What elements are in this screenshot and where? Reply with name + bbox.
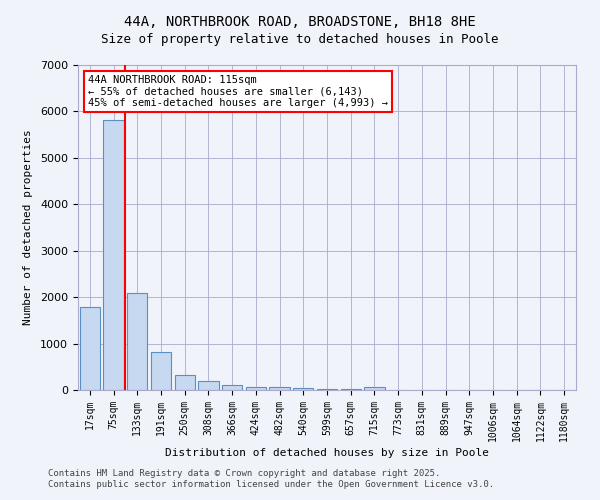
Bar bbox=[80, 308, 100, 390]
Text: Size of property relative to detached houses in Poole: Size of property relative to detached ho… bbox=[101, 32, 499, 46]
Bar bbox=[103, 120, 124, 390]
Bar bbox=[246, 386, 266, 390]
Text: Contains public sector information licensed under the Open Government Licence v3: Contains public sector information licen… bbox=[48, 480, 494, 489]
Bar bbox=[151, 352, 171, 390]
Bar bbox=[199, 382, 218, 390]
Text: 44A, NORTHBROOK ROAD, BROADSTONE, BH18 8HE: 44A, NORTHBROOK ROAD, BROADSTONE, BH18 8… bbox=[124, 15, 476, 29]
Bar bbox=[317, 389, 337, 390]
Bar bbox=[127, 294, 148, 390]
Bar bbox=[293, 388, 313, 390]
Bar bbox=[364, 387, 385, 390]
Bar bbox=[175, 374, 195, 390]
Bar bbox=[269, 388, 290, 390]
Bar bbox=[222, 385, 242, 390]
X-axis label: Distribution of detached houses by size in Poole: Distribution of detached houses by size … bbox=[165, 448, 489, 458]
Text: Contains HM Land Registry data © Crown copyright and database right 2025.: Contains HM Land Registry data © Crown c… bbox=[48, 468, 440, 477]
Y-axis label: Number of detached properties: Number of detached properties bbox=[23, 130, 33, 326]
Text: 44A NORTHBROOK ROAD: 115sqm
← 55% of detached houses are smaller (6,143)
45% of : 44A NORTHBROOK ROAD: 115sqm ← 55% of det… bbox=[88, 74, 388, 108]
Bar bbox=[341, 389, 361, 390]
